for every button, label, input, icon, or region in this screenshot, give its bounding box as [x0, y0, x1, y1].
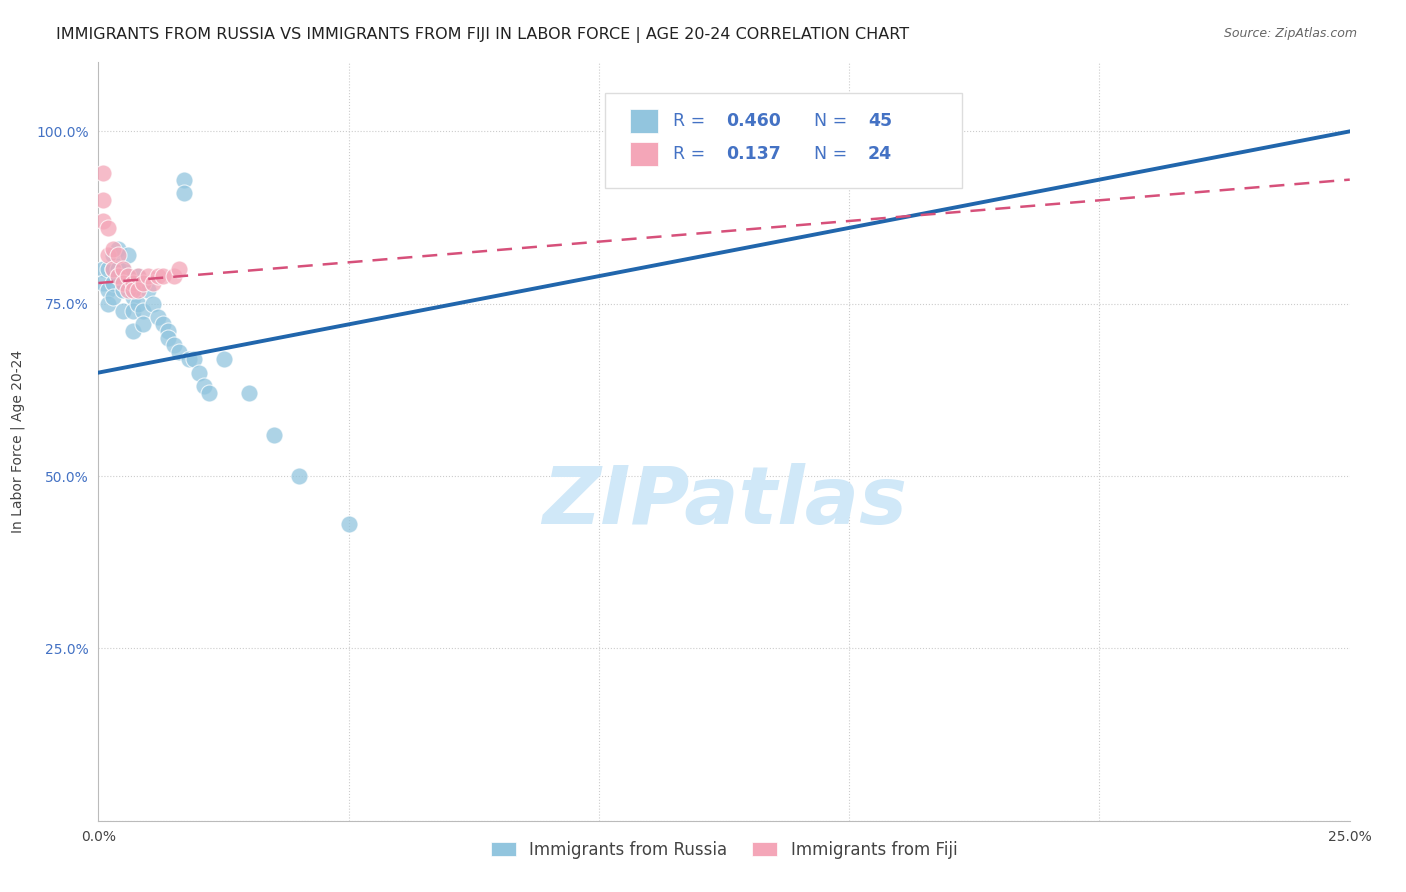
- Point: [122, 324, 145, 338]
- Point: [107, 269, 129, 284]
- Point: [97, 262, 120, 277]
- Point: [152, 269, 174, 284]
- Point: [148, 310, 170, 325]
- Point: [152, 318, 174, 332]
- Point: [93, 214, 115, 228]
- Point: [157, 331, 180, 345]
- Point: [127, 296, 149, 310]
- Point: [117, 269, 139, 284]
- Point: [93, 166, 115, 180]
- Point: [142, 296, 165, 310]
- Point: [93, 194, 115, 208]
- Point: [107, 248, 129, 262]
- Point: [112, 283, 135, 297]
- Point: [173, 186, 195, 201]
- Point: [177, 351, 200, 366]
- Point: [107, 242, 129, 256]
- Point: [938, 124, 960, 138]
- Point: [122, 290, 145, 304]
- Point: [197, 386, 219, 401]
- Text: 0.137: 0.137: [727, 145, 782, 163]
- Point: [148, 269, 170, 284]
- Text: ZIPatlas: ZIPatlas: [541, 463, 907, 541]
- Point: [103, 290, 125, 304]
- Point: [187, 366, 209, 380]
- FancyBboxPatch shape: [630, 109, 658, 133]
- Point: [263, 427, 285, 442]
- Point: [112, 262, 135, 277]
- Point: [117, 269, 139, 284]
- Text: Source: ZipAtlas.com: Source: ZipAtlas.com: [1223, 27, 1357, 40]
- Point: [103, 248, 125, 262]
- Point: [93, 276, 115, 290]
- Point: [112, 303, 135, 318]
- Text: R =: R =: [673, 112, 704, 130]
- Point: [132, 276, 155, 290]
- Text: R =: R =: [673, 145, 704, 163]
- Point: [162, 338, 184, 352]
- Point: [97, 248, 120, 262]
- Point: [132, 303, 155, 318]
- Point: [122, 276, 145, 290]
- Point: [212, 351, 235, 366]
- Text: 45: 45: [868, 112, 893, 130]
- Point: [93, 262, 115, 277]
- Point: [122, 283, 145, 297]
- Point: [238, 386, 260, 401]
- Point: [103, 242, 125, 256]
- FancyBboxPatch shape: [630, 142, 658, 166]
- Text: 0.460: 0.460: [727, 112, 782, 130]
- Point: [112, 276, 135, 290]
- Point: [173, 172, 195, 186]
- Point: [103, 276, 125, 290]
- Point: [157, 324, 180, 338]
- Point: [132, 318, 155, 332]
- Y-axis label: In Labor Force | Age 20-24: In Labor Force | Age 20-24: [10, 350, 25, 533]
- Point: [97, 283, 120, 297]
- Point: [193, 379, 215, 393]
- Point: [122, 303, 145, 318]
- Text: IMMIGRANTS FROM RUSSIA VS IMMIGRANTS FROM FIJI IN LABOR FORCE | AGE 20-24 CORREL: IMMIGRANTS FROM RUSSIA VS IMMIGRANTS FRO…: [56, 27, 910, 43]
- Point: [107, 262, 129, 277]
- Point: [103, 262, 125, 277]
- Point: [127, 283, 149, 297]
- Point: [117, 248, 139, 262]
- Point: [127, 269, 149, 284]
- Point: [138, 283, 160, 297]
- Point: [287, 469, 309, 483]
- Point: [162, 269, 184, 284]
- FancyBboxPatch shape: [605, 93, 962, 187]
- Text: 24: 24: [868, 145, 893, 163]
- Text: N =: N =: [814, 112, 848, 130]
- Point: [138, 269, 160, 284]
- Point: [167, 262, 190, 277]
- Point: [337, 517, 360, 532]
- Point: [142, 276, 165, 290]
- Point: [112, 262, 135, 277]
- Point: [117, 283, 139, 297]
- Point: [107, 269, 129, 284]
- Point: [103, 262, 125, 277]
- Text: N =: N =: [814, 145, 848, 163]
- Point: [183, 351, 205, 366]
- Point: [167, 345, 190, 359]
- Legend: Immigrants from Russia, Immigrants from Fiji: Immigrants from Russia, Immigrants from …: [484, 834, 965, 865]
- Point: [97, 296, 120, 310]
- Point: [127, 269, 149, 284]
- Point: [97, 220, 120, 235]
